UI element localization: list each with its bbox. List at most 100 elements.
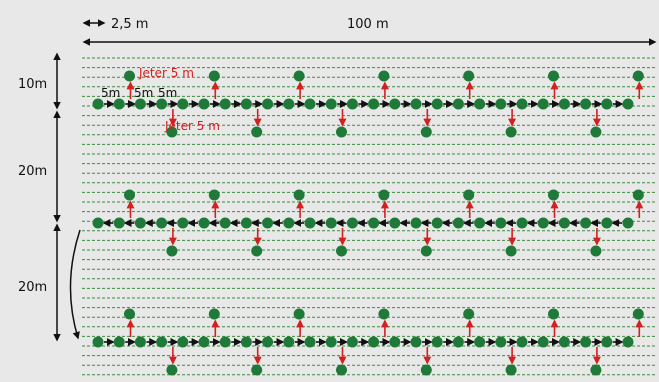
sample-point bbox=[474, 336, 486, 348]
sample-point bbox=[177, 336, 189, 348]
thrown-point bbox=[336, 245, 347, 257]
thrown-point bbox=[124, 189, 135, 201]
sample-point bbox=[262, 336, 274, 348]
sample-point bbox=[304, 98, 316, 110]
transects bbox=[92, 70, 644, 376]
thrown-point bbox=[251, 126, 263, 138]
thrown-point bbox=[548, 70, 559, 82]
thrown-point bbox=[166, 126, 178, 138]
sample-point bbox=[601, 336, 613, 348]
thrown-point bbox=[336, 126, 347, 138]
sample-point bbox=[240, 336, 252, 348]
sample-point bbox=[580, 98, 592, 110]
sample-point bbox=[346, 217, 358, 229]
sample-point bbox=[389, 336, 401, 348]
sample-point bbox=[601, 98, 613, 110]
sample-point bbox=[580, 336, 592, 348]
transect-1 bbox=[92, 70, 644, 138]
sample-point bbox=[622, 217, 634, 229]
thrown-point bbox=[590, 245, 602, 257]
sample-point bbox=[177, 98, 189, 110]
sample-point bbox=[283, 217, 295, 229]
sample-point bbox=[134, 217, 146, 229]
thrown-point bbox=[378, 308, 390, 320]
thrown-point bbox=[505, 364, 517, 376]
sample-point bbox=[92, 217, 104, 229]
sample-point bbox=[240, 98, 252, 110]
sample-point bbox=[537, 98, 549, 110]
sample-point bbox=[495, 98, 507, 110]
thrown-point bbox=[251, 245, 263, 257]
spacing-label: 2,5 m bbox=[111, 17, 148, 32]
thrown-point bbox=[208, 189, 220, 201]
sample-point bbox=[325, 217, 337, 229]
thrown-point bbox=[463, 308, 475, 320]
sample-point bbox=[558, 98, 570, 110]
thrown-point bbox=[293, 308, 305, 320]
sample-point bbox=[304, 336, 316, 348]
transect-3 bbox=[92, 308, 644, 376]
sample-point bbox=[431, 98, 443, 110]
sample-point bbox=[516, 336, 528, 348]
sample-point bbox=[156, 217, 168, 229]
thrown-point bbox=[548, 308, 559, 320]
sample-point bbox=[452, 217, 464, 229]
thrown-point bbox=[632, 189, 644, 201]
sample-point bbox=[368, 336, 380, 348]
thrown-point bbox=[505, 245, 517, 257]
step-label-c: 5m bbox=[158, 86, 177, 100]
sample-point bbox=[92, 98, 104, 110]
step-label-b: 5m bbox=[134, 86, 153, 100]
thrown-point bbox=[293, 70, 305, 82]
sample-point bbox=[558, 217, 570, 229]
sample-point bbox=[92, 336, 104, 348]
sample-point bbox=[134, 98, 146, 110]
sample-point bbox=[516, 217, 528, 229]
sample-point bbox=[474, 217, 486, 229]
width-label: 100 m bbox=[347, 17, 389, 32]
thrown-point bbox=[208, 308, 220, 320]
sample-point bbox=[495, 217, 507, 229]
turn-arrow bbox=[69, 229, 81, 340]
sample-point bbox=[156, 336, 168, 348]
sample-point bbox=[325, 336, 337, 348]
thrown-point bbox=[336, 364, 347, 376]
jeter-up-label: Jeter 5 m bbox=[138, 66, 194, 80]
sample-point bbox=[410, 217, 422, 229]
thrown-point bbox=[208, 70, 220, 82]
thrown-point bbox=[590, 126, 602, 138]
sample-point bbox=[219, 336, 231, 348]
step-label-a: 5m bbox=[101, 86, 120, 100]
sample-point bbox=[368, 98, 380, 110]
sample-point bbox=[156, 98, 168, 110]
sample-point bbox=[304, 217, 316, 229]
thrown-point bbox=[293, 189, 305, 201]
thrown-point bbox=[463, 70, 475, 82]
thrown-point bbox=[590, 364, 602, 376]
sample-point bbox=[410, 98, 422, 110]
sample-point bbox=[113, 217, 125, 229]
sample-point bbox=[622, 98, 634, 110]
sample-point bbox=[431, 336, 443, 348]
sample-point bbox=[198, 98, 210, 110]
jeter-down-label: Jeter 5 m bbox=[164, 119, 220, 133]
thrown-point bbox=[124, 70, 135, 82]
sample-point bbox=[134, 336, 146, 348]
sample-point bbox=[262, 98, 274, 110]
sample-point bbox=[495, 336, 507, 348]
sample-point bbox=[262, 217, 274, 229]
sample-point bbox=[622, 336, 634, 348]
sample-point bbox=[177, 217, 189, 229]
thrown-point bbox=[420, 245, 432, 257]
thrown-point bbox=[505, 126, 517, 138]
thrown-point bbox=[166, 364, 178, 376]
sample-point bbox=[558, 336, 570, 348]
sample-point bbox=[219, 98, 231, 110]
thrown-point bbox=[420, 126, 432, 138]
sample-point bbox=[537, 217, 549, 229]
row-20m-label-b: 20m bbox=[18, 280, 47, 295]
sample-point bbox=[368, 217, 380, 229]
sample-point bbox=[346, 98, 358, 110]
sample-point bbox=[537, 336, 549, 348]
